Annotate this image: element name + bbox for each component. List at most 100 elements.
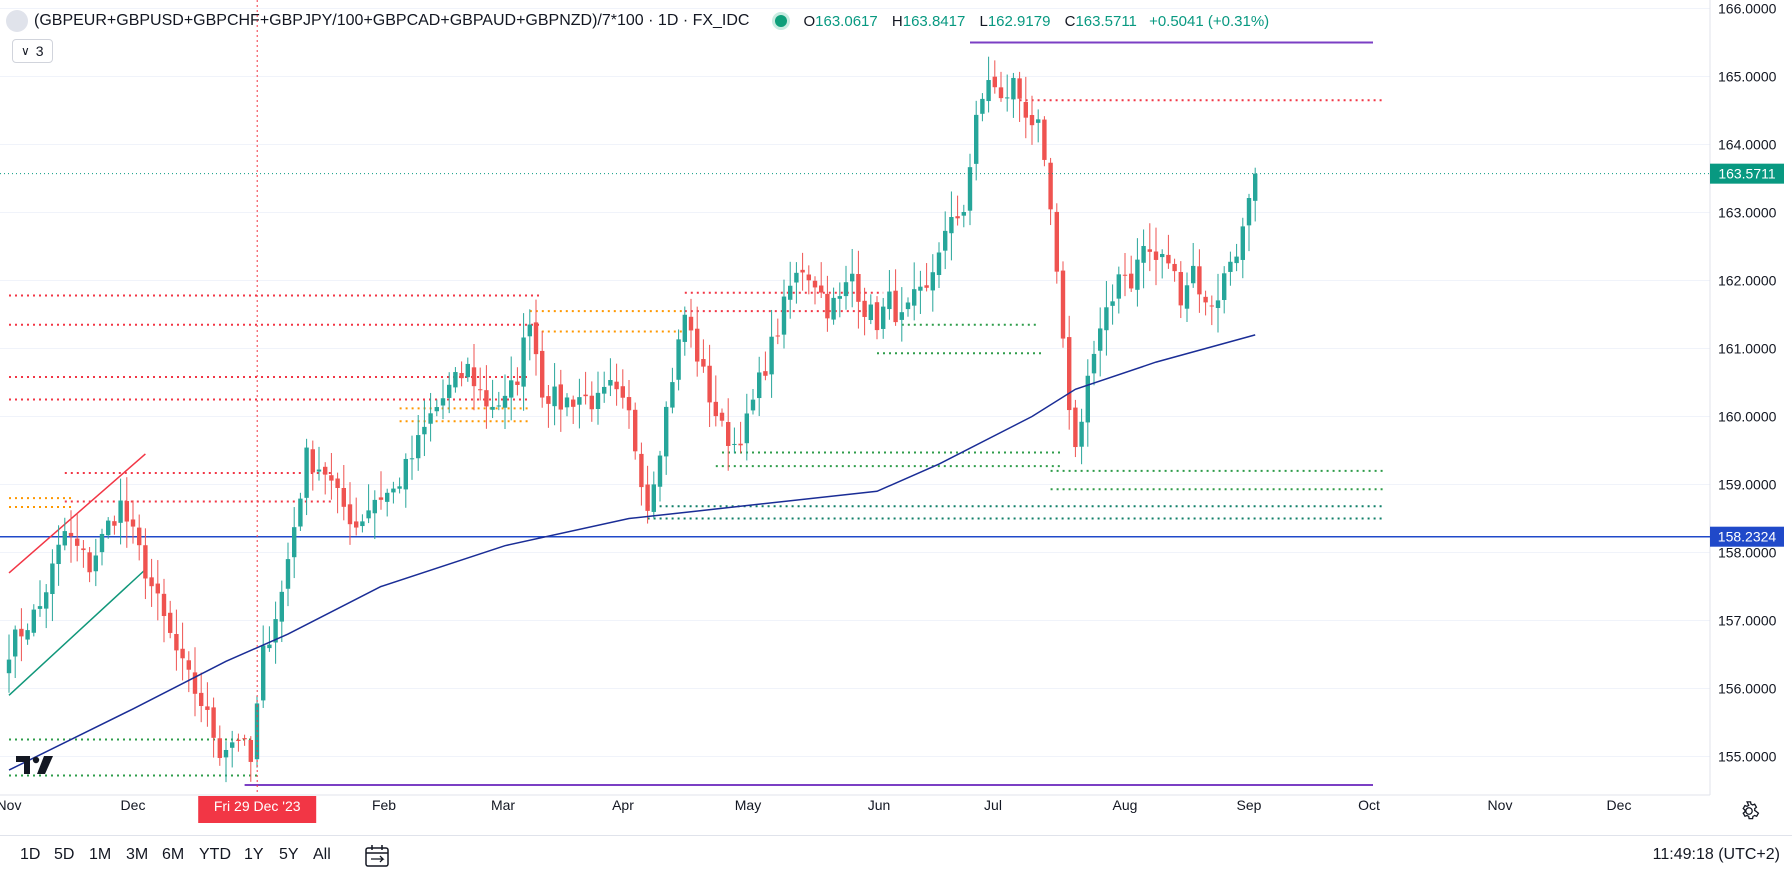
range-5d-button[interactable]: 5D [54,846,75,863]
candle [905,302,911,310]
bottom-toolbar: 1D 5D 1M 3M 6M YTD 1Y 5Y All 11:49:18 (U… [0,835,1792,879]
candle [769,336,774,375]
range-6m-button[interactable]: 6M [162,846,185,863]
time-tick-label: Apr [612,797,634,813]
candle [1172,263,1177,272]
candle [248,739,253,762]
time-tick-label: Nov [0,797,21,813]
candle [440,398,446,406]
time-tick-label: Mar [491,797,515,813]
candle [230,742,235,748]
candle [1011,77,1016,100]
candle [763,371,768,376]
candle [936,252,942,276]
indicators-toggle[interactable]: ∨ 3 [12,39,53,63]
candle [68,532,74,537]
candle [515,381,520,385]
calendar-range-icon[interactable] [364,844,390,868]
candle [1203,296,1208,303]
candle [75,538,80,546]
candle [484,390,489,407]
range-ytd-button[interactable]: YTD [199,846,231,863]
symbol-title[interactable]: (GBPEUR+GBPUSD+GBPCHF+GBPJPY/100+GBPCAD+… [34,12,750,29]
time-tick-label: Dec [1607,797,1632,813]
range-all-button[interactable]: All [313,846,331,863]
candle [558,384,563,410]
candle [397,486,402,489]
horizontal-levels [9,41,1386,787]
candle [1067,337,1072,411]
candle [850,273,855,282]
candle [1141,245,1146,263]
range-1y-button[interactable]: 1Y [244,846,264,863]
candle [564,397,570,408]
candle [577,397,582,405]
candle [409,458,415,460]
range-3m-button[interactable]: 3M [126,846,149,863]
chart-header: (GBPEUR+GBPUSD+GBPCHF+GBPJPY/100+GBPCAD+… [6,10,1269,32]
price-tick-label: 161.0000 [1718,341,1777,357]
support-price-label: 158.2324 [1718,529,1777,545]
candle [478,389,483,391]
candle [434,407,439,412]
candle [1166,254,1171,264]
candle [893,290,898,323]
candle [1116,274,1121,299]
candle [137,527,142,546]
candle [1240,226,1245,260]
time-tick-label: May [735,797,761,813]
candle [831,297,836,320]
candle [595,392,601,409]
candle [521,337,526,387]
price-tick-label: 164.0000 [1718,137,1777,153]
candle [707,365,712,403]
candle [242,738,247,740]
candle [924,285,929,288]
candle [998,87,1004,99]
candle [416,435,421,459]
range-1d-button[interactable]: 1D [20,846,41,863]
price-tick-label: 162.0000 [1718,273,1777,289]
candle [1042,119,1047,160]
time-tick-label: Jun [868,797,891,813]
range-5y-button[interactable]: 5Y [279,846,299,863]
candle [1060,270,1066,339]
symbol-icon [6,10,28,32]
candles [6,56,1258,783]
candle [1129,273,1134,289]
settings-gear-icon[interactable] [1738,800,1760,822]
candle [106,520,111,536]
range-1m-button[interactable]: 1M [89,846,112,863]
candle [1246,198,1252,226]
candle [571,399,576,407]
candle [366,510,371,519]
trend-line [8,568,146,696]
candle [236,739,241,741]
price-tick-label: 163.0000 [1718,205,1777,221]
candle [87,552,92,573]
candle [1029,115,1035,126]
candle [738,443,743,446]
price-tick-label: 165.0000 [1718,69,1777,85]
candle [403,458,408,490]
candle [217,738,222,758]
candle [608,380,613,386]
candle [285,559,291,589]
candle [422,426,427,435]
candle [155,583,160,594]
candle [44,592,49,609]
candle [583,394,588,397]
candle [552,386,557,407]
candle [335,478,340,489]
candle [496,405,501,407]
time-tick-label: Sep [1237,797,1262,813]
support-price-tag [1710,526,1784,547]
candle [118,500,123,523]
candle [186,660,191,670]
candle [292,527,297,558]
price-chart[interactable]: 166.0000 165.0000 164.0000 163.0000 162.0000… [0,0,1792,835]
candle [385,492,390,502]
candle [1222,273,1227,300]
candle [930,272,935,291]
candle [1228,261,1233,272]
